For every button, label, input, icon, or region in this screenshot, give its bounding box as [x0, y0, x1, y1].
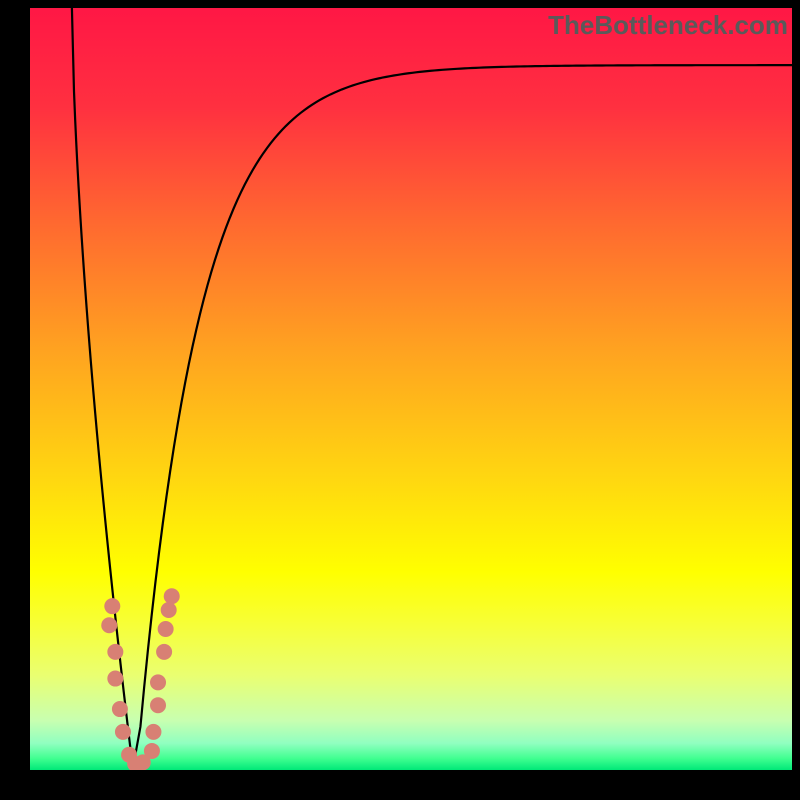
data-marker: [101, 617, 117, 633]
chart-plot: [30, 8, 792, 770]
watermark-text: TheBottleneck.com: [548, 10, 788, 41]
data-marker: [107, 671, 123, 687]
data-marker: [144, 743, 160, 759]
chart-container: TheBottleneck.com: [0, 0, 800, 800]
data-marker: [107, 644, 123, 660]
data-marker: [156, 644, 172, 660]
data-marker: [158, 621, 174, 637]
chart-svg: [30, 8, 792, 770]
chart-border-bottom: [0, 770, 800, 800]
chart-border-left: [0, 0, 30, 800]
data-marker: [150, 697, 166, 713]
chart-background: [30, 8, 792, 770]
chart-border-top: [0, 0, 800, 8]
data-marker: [164, 588, 180, 604]
data-marker: [115, 724, 131, 740]
data-marker: [161, 602, 177, 618]
data-marker: [104, 598, 120, 614]
data-marker: [145, 724, 161, 740]
data-marker: [112, 701, 128, 717]
data-marker: [150, 674, 166, 690]
chart-border-right: [792, 0, 800, 800]
